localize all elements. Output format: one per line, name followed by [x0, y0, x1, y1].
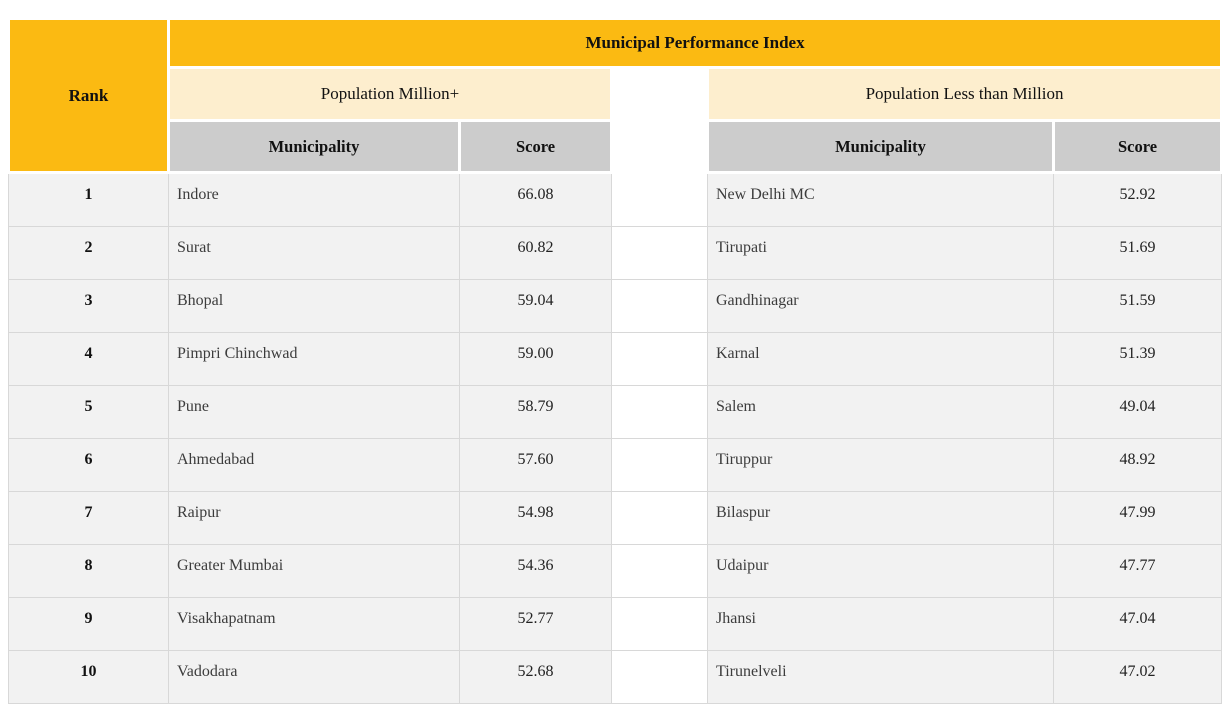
spacer-cell — [611, 544, 708, 598]
mpi-table: Rank Municipal Performance Index Populat… — [7, 17, 1224, 704]
score-cell: 52.68 — [459, 650, 612, 704]
spacer-header-cell — [610, 66, 709, 122]
municipality-cell: Raipur — [168, 491, 460, 545]
spacer-cell — [611, 332, 708, 386]
score-cell: 54.36 — [459, 544, 612, 598]
score-header-less-than-million: Score — [1051, 119, 1224, 174]
rank-cell: 4 — [8, 332, 169, 386]
table-row: 5 Pune 58.79 Salem 49.04 — [8, 385, 1223, 439]
municipality-cell: Udaipur — [707, 544, 1054, 598]
table-row: 1 Indore 66.08 New Delhi MC 52.92 — [8, 172, 1223, 227]
municipality-cell: Tirupati — [707, 226, 1054, 280]
municipality-cell: Bhopal — [168, 279, 460, 333]
score-cell: 58.79 — [459, 385, 612, 439]
municipality-cell: Tiruppur — [707, 438, 1054, 492]
spacer-cell — [611, 438, 708, 492]
score-cell: 47.77 — [1052, 544, 1223, 598]
score-cell: 48.92 — [1052, 438, 1223, 492]
rank-cell: 6 — [8, 438, 169, 492]
score-cell: 59.04 — [459, 279, 612, 333]
municipality-cell: Gandhinagar — [707, 279, 1054, 333]
score-cell: 59.00 — [459, 332, 612, 386]
table-row: 10 Vadodara 52.68 Tirunelveli 47.02 — [8, 650, 1223, 704]
score-cell: 47.02 — [1052, 650, 1223, 704]
rank-cell: 9 — [8, 597, 169, 651]
municipality-cell: Karnal — [707, 332, 1054, 386]
table-row: 9 Visakhapatnam 52.77 Jhansi 47.04 — [8, 597, 1223, 651]
spacer-cell — [611, 385, 708, 439]
column-header-row: Municipality Score Municipality Score — [9, 119, 1224, 174]
group-less-than-million: Population Less than Million — [705, 66, 1224, 122]
municipality-cell: Salem — [707, 385, 1054, 439]
municipality-cell: Visakhapatnam — [168, 597, 460, 651]
spacer-cell — [611, 172, 708, 227]
municipality-cell: Pimpri Chinchwad — [168, 332, 460, 386]
municipality-cell: Jhansi — [707, 597, 1054, 651]
score-cell: 47.99 — [1052, 491, 1223, 545]
score-cell: 60.82 — [459, 226, 612, 280]
group-row: Population Million+ Population Less than… — [9, 66, 1224, 122]
municipality-cell: New Delhi MC — [707, 172, 1054, 227]
score-cell: 52.77 — [459, 597, 612, 651]
score-header-million-plus: Score — [458, 119, 613, 174]
municipality-cell: Surat — [168, 226, 460, 280]
municipality-cell: Ahmedabad — [168, 438, 460, 492]
score-cell: 66.08 — [459, 172, 612, 227]
rank-cell: 8 — [8, 544, 169, 598]
score-cell: 54.98 — [459, 491, 612, 545]
spacer-cell — [611, 491, 708, 545]
table-row: 7 Raipur 54.98 Bilaspur 47.99 — [8, 491, 1223, 545]
score-cell: 51.59 — [1052, 279, 1223, 333]
score-cell: 47.04 — [1052, 597, 1223, 651]
rank-cell: 2 — [8, 226, 169, 280]
table-row: 6 Ahmedabad 57.60 Tiruppur 48.92 — [8, 438, 1223, 492]
municipality-cell: Vadodara — [168, 650, 460, 704]
municipality-cell: Pune — [168, 385, 460, 439]
group-million-plus: Population Million+ — [167, 66, 613, 122]
table-row: 3 Bhopal 59.04 Gandhinagar 51.59 — [8, 279, 1223, 333]
table-row: 2 Surat 60.82 Tirupati 51.69 — [8, 226, 1223, 280]
municipality-cell: Indore — [168, 172, 460, 227]
score-cell: 51.39 — [1052, 332, 1223, 386]
municipality-cell: Greater Mumbai — [168, 544, 460, 598]
score-cell: 51.69 — [1052, 226, 1223, 280]
score-cell: 49.04 — [1052, 385, 1223, 439]
spacer-cell — [611, 226, 708, 280]
municipality-cell: Bilaspur — [707, 491, 1054, 545]
municipality-cell: Tirunelveli — [707, 650, 1054, 704]
municipality-header-million-plus: Municipality — [167, 119, 461, 174]
spacer-cell — [611, 650, 708, 704]
rank-cell: 1 — [8, 172, 169, 227]
spacer-header-cell — [610, 119, 709, 174]
spacer-cell — [611, 597, 708, 651]
spacer-cell — [611, 279, 708, 333]
rank-cell: 10 — [8, 650, 169, 704]
title-row: Rank Municipal Performance Index — [7, 17, 1224, 174]
score-cell: 52.92 — [1052, 172, 1223, 227]
table-row: 4 Pimpri Chinchwad 59.00 Karnal 51.39 — [8, 332, 1223, 386]
table-title: Municipal Performance Index — [166, 17, 1224, 69]
table-row: 8 Greater Mumbai 54.36 Udaipur 47.77 — [8, 544, 1223, 598]
rank-cell: 5 — [8, 385, 169, 439]
rank-cell: 3 — [8, 279, 169, 333]
rank-header: Rank — [7, 17, 170, 174]
score-cell: 57.60 — [459, 438, 612, 492]
municipality-header-less-than-million: Municipality — [706, 119, 1055, 174]
rank-cell: 7 — [8, 491, 169, 545]
